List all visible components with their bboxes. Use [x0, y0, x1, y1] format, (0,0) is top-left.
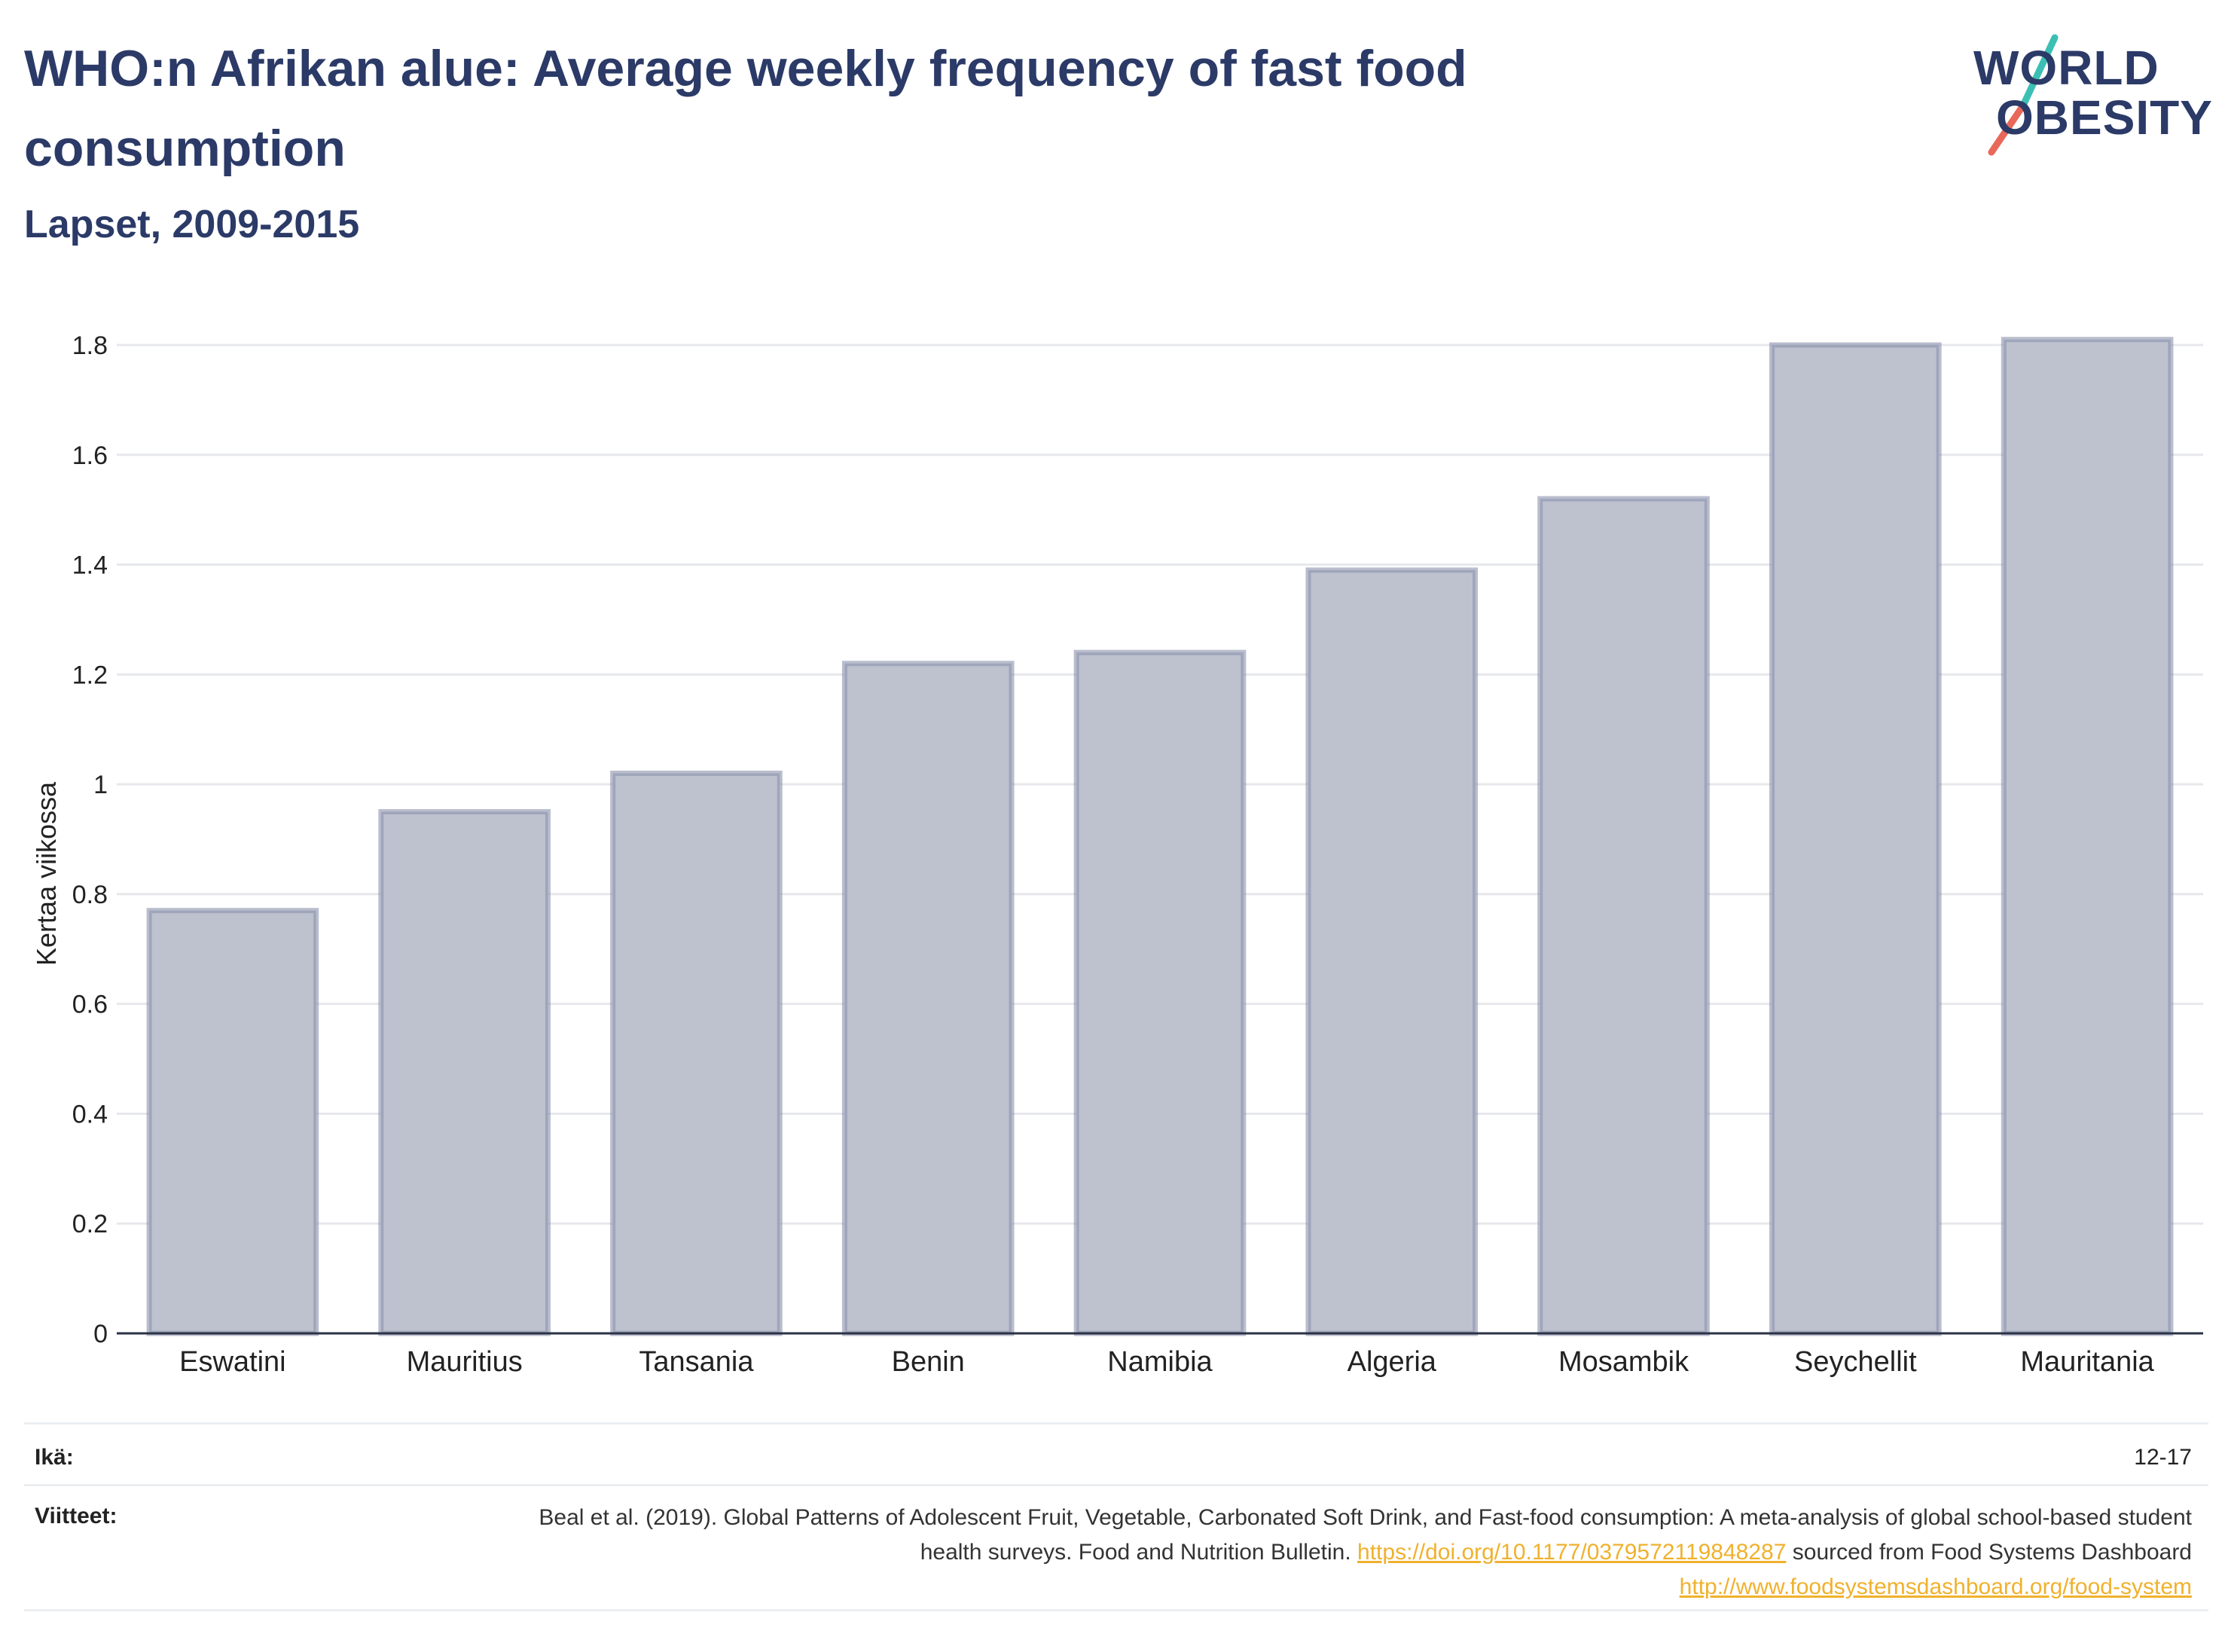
x-tick-label: Eswatini [179, 1346, 286, 1378]
x-tick-label: Mauritania [2020, 1346, 2154, 1378]
logo-word-obesity: OBESITY [1996, 90, 2213, 145]
logo-slash-icon [1988, 34, 2059, 156]
bar-mauritania[interactable] [2001, 337, 2174, 1336]
bar-chart: 0 0.2 0.4 0.6 0.8 1 1.2 1.4 1.6 1.8 Eswatini Mauri… [72, 331, 2203, 1378]
bar-benin[interactable] [841, 661, 1015, 1336]
y-tick-label: 0 [93, 1320, 108, 1348]
age-label: Ikä: [35, 1445, 74, 1470]
bar-mauritius[interactable] [378, 809, 551, 1336]
x-tick-label: Seychellit [1794, 1346, 1917, 1378]
divider [24, 1422, 2208, 1425]
y-tick-label: 1.2 [72, 661, 108, 689]
y-tick-label: 1.4 [72, 551, 108, 580]
bar-mosambik[interactable] [1537, 496, 1710, 1336]
y-tick-label: 1.6 [72, 441, 108, 470]
bar-algeria[interactable] [1305, 567, 1479, 1336]
divider [24, 1484, 2208, 1486]
bars [146, 337, 2174, 1336]
reference-source-text: sourced from Food Systems Dashboard [1792, 1540, 2192, 1565]
doi-link[interactable]: https://doi.org/10.1177/0379572119848287 [1357, 1540, 1787, 1565]
chart-title: WHO:n Afrikan alue: Average weekly frequ… [24, 40, 1467, 177]
divider [24, 1609, 2208, 1611]
x-tick-label: Benin [892, 1346, 965, 1378]
age-value: 12-17 [2134, 1445, 2192, 1470]
bar-eswatini[interactable] [146, 908, 319, 1336]
world-obesity-logo: WORLD OBESITY [1966, 30, 2214, 158]
y-tick-label: 0.6 [72, 991, 108, 1019]
bar-seychellit[interactable] [1769, 342, 1942, 1336]
chart-subtitle: Lapset, 2009-2015 [24, 203, 360, 246]
logo-word-world: WORLD [1973, 41, 2159, 95]
y-tick-labels: 0 0.2 0.4 0.6 0.8 1 1.2 1.4 1.6 1.8 [72, 331, 108, 1348]
dashboard-link[interactable]: http://www.foodsystemsdashboard.org/food… [1679, 1574, 2192, 1599]
x-tick-label: Mauritius [407, 1346, 523, 1378]
reference-text: Beal et al. (2019). Global Patterns of A… [539, 1505, 2192, 1565]
y-tick-label: 0.4 [72, 1100, 108, 1128]
x-tick-label: Tansania [639, 1346, 754, 1378]
bar-tansania[interactable] [610, 771, 783, 1336]
x-tick-labels: Eswatini Mauritius Tansania Benin Namibia Alg… [179, 1346, 2155, 1378]
bar-namibia[interactable] [1073, 649, 1247, 1336]
x-tick-label: Namibia [1107, 1346, 1213, 1378]
x-tick-label: Algeria [1347, 1346, 1437, 1378]
y-tick-label: 1.8 [72, 331, 108, 360]
y-tick-label: 1 [93, 771, 108, 799]
x-tick-label: Mosambik [1558, 1346, 1689, 1378]
references-text: Beal et al. (2019). Global Patterns of A… [512, 1501, 2192, 1605]
y-tick-label: 0.2 [72, 1210, 108, 1238]
references-label: Viitteet: [35, 1504, 118, 1528]
y-tick-label: 0.8 [72, 881, 108, 909]
